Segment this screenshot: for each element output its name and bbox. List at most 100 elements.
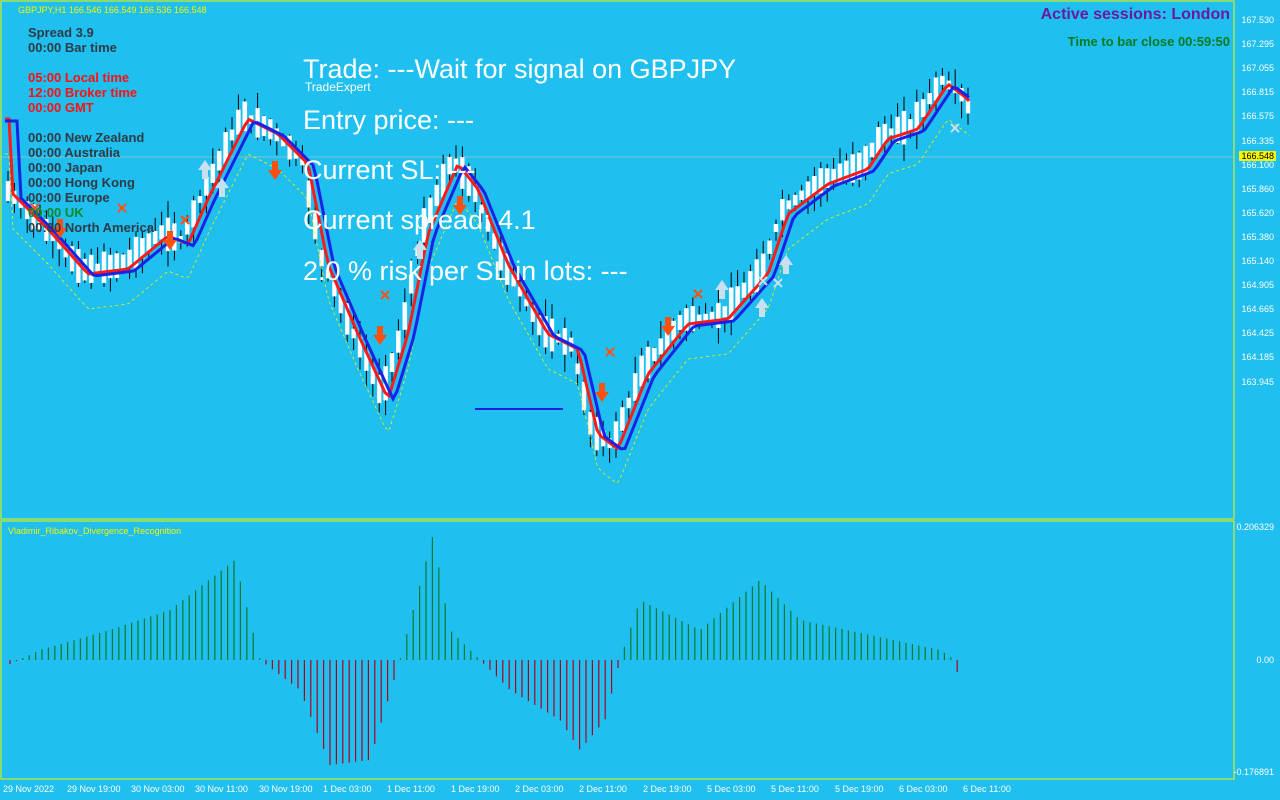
candle-body [652, 347, 657, 362]
candle-body [856, 152, 862, 180]
candle-body [216, 150, 222, 171]
buy-arrow-icon [215, 178, 229, 197]
candle-body [575, 363, 580, 375]
candle-body [709, 311, 715, 321]
price-tick-label: 165.140 [1241, 256, 1274, 266]
time-tick-label: 5 Dec 11:00 [771, 784, 819, 794]
price-tick-label: 164.665 [1241, 304, 1274, 315]
info-row: 00:00 Europe [28, 190, 110, 205]
cross-mark-icon [117, 203, 127, 213]
candle-body [588, 411, 593, 435]
candle-body [447, 156, 452, 175]
time-tick-label: 5 Dec 19:00 [835, 784, 884, 794]
session-info-panel: Spread 3.9 00:00 Bar time 05:00 Local time… [28, 25, 154, 235]
time-tick-label: 29 Nov 2022 [3, 784, 55, 794]
candle-body [204, 176, 209, 196]
candle-body [895, 116, 900, 143]
candle-body [703, 313, 708, 321]
divergence-histogram [9, 537, 958, 765]
price-tick-label: 164.185 [1241, 352, 1274, 363]
time-tick-label: 6 Dec 03:00 [899, 784, 948, 794]
candle-body [376, 374, 382, 404]
cross-mark-icon [30, 203, 40, 213]
candle-body [696, 314, 702, 322]
main-window-border [0, 0, 1235, 520]
candle-body [773, 223, 779, 233]
sub-axis-min: -0.176891 [1233, 767, 1274, 777]
price-tick-label: 166.575 [1241, 111, 1274, 122]
candle-body [824, 168, 830, 188]
candle-body [754, 259, 760, 293]
buy-arrow-icon [198, 160, 212, 179]
price-tick-label: 167.530 [1241, 15, 1274, 25]
candle-body [965, 100, 971, 114]
sell-arrow-icon [268, 161, 282, 180]
candle-body [325, 269, 331, 279]
price-tick-label: 167.295 [1241, 39, 1274, 50]
candle-body [684, 308, 689, 331]
time-tick-label: 2 Dec 19:00 [643, 784, 692, 794]
price-tick-label: 166.100 [1241, 159, 1274, 170]
candle-body [888, 128, 894, 136]
info-row: 00:00 GMT [28, 100, 94, 115]
candle-body [690, 306, 696, 332]
ma-blue-line [5, 85, 970, 451]
info-row: 12:00 Broker time [28, 85, 138, 100]
sell-arrow-icon [453, 196, 467, 215]
current-price-label: 166.548 [1239, 151, 1276, 161]
candle-body [933, 77, 939, 101]
time-tick-label: 30 Nov 11:00 [195, 784, 248, 794]
sell-arrow-icon [163, 231, 177, 250]
candle-body [671, 320, 676, 341]
time-tick-label: 30 Nov 19:00 [259, 784, 313, 794]
candle-body [428, 197, 433, 224]
candle-body [767, 240, 772, 254]
candle-body [485, 218, 491, 232]
tradeexpert-label: TradeExpert [305, 80, 371, 94]
moving-averages [5, 82, 971, 484]
candle-body [626, 397, 632, 409]
buy-arrow-icon [779, 255, 793, 274]
candle-body [236, 109, 241, 135]
candle-body [101, 251, 107, 283]
candle-body [191, 200, 196, 228]
candle-body [114, 253, 120, 279]
candle-body [722, 306, 728, 318]
candle-body [639, 355, 644, 387]
symbol-header: GBPJPY,H1 166.546 166.549 166.536 166.54… [18, 5, 207, 15]
sell-arrow-icon [661, 317, 675, 336]
time-tick-label: 1 Dec 19:00 [451, 784, 500, 794]
candle-body [152, 231, 158, 245]
price-tick-label: 164.905 [1241, 280, 1274, 291]
cross-mark-icon [380, 290, 390, 300]
info-row: 00:00 UK [28, 205, 84, 220]
candle-body [780, 198, 785, 221]
time-tick-label: 30 Nov 03:00 [131, 784, 185, 794]
risk-per-sl: 2.0 % risk per SL in lots: --- [303, 256, 628, 286]
candle-body [716, 302, 721, 329]
info-row: 00:00 North America [28, 220, 154, 235]
candle-body [5, 180, 11, 202]
candle-body [940, 75, 945, 85]
sub-axis-zero: 0.00 [1256, 655, 1274, 665]
cross-mark-icon [758, 276, 768, 286]
candle-body [792, 194, 798, 206]
info-row: 00:00 Bar time [28, 40, 117, 55]
candle-body [479, 204, 484, 214]
buy-arrow-icon [715, 280, 729, 299]
candle-body [402, 302, 408, 330]
info-row: 05:00 Local time [28, 70, 130, 85]
candle-body [159, 225, 164, 240]
candle-body [786, 200, 792, 210]
candle-body [741, 282, 747, 298]
time-tick-label: 1 Dec 11:00 [387, 784, 435, 794]
buy-arrow-icon [413, 240, 427, 259]
price-tick-label: 165.380 [1241, 231, 1274, 242]
candle-body [869, 142, 875, 158]
time-tick-label: 5 Dec 03:00 [707, 784, 756, 794]
candle-body [421, 208, 427, 243]
time-tick-label: 6 Dec 11:00 [963, 784, 1011, 794]
cross-mark-icon [180, 215, 190, 225]
cross-mark-icon [773, 278, 783, 288]
